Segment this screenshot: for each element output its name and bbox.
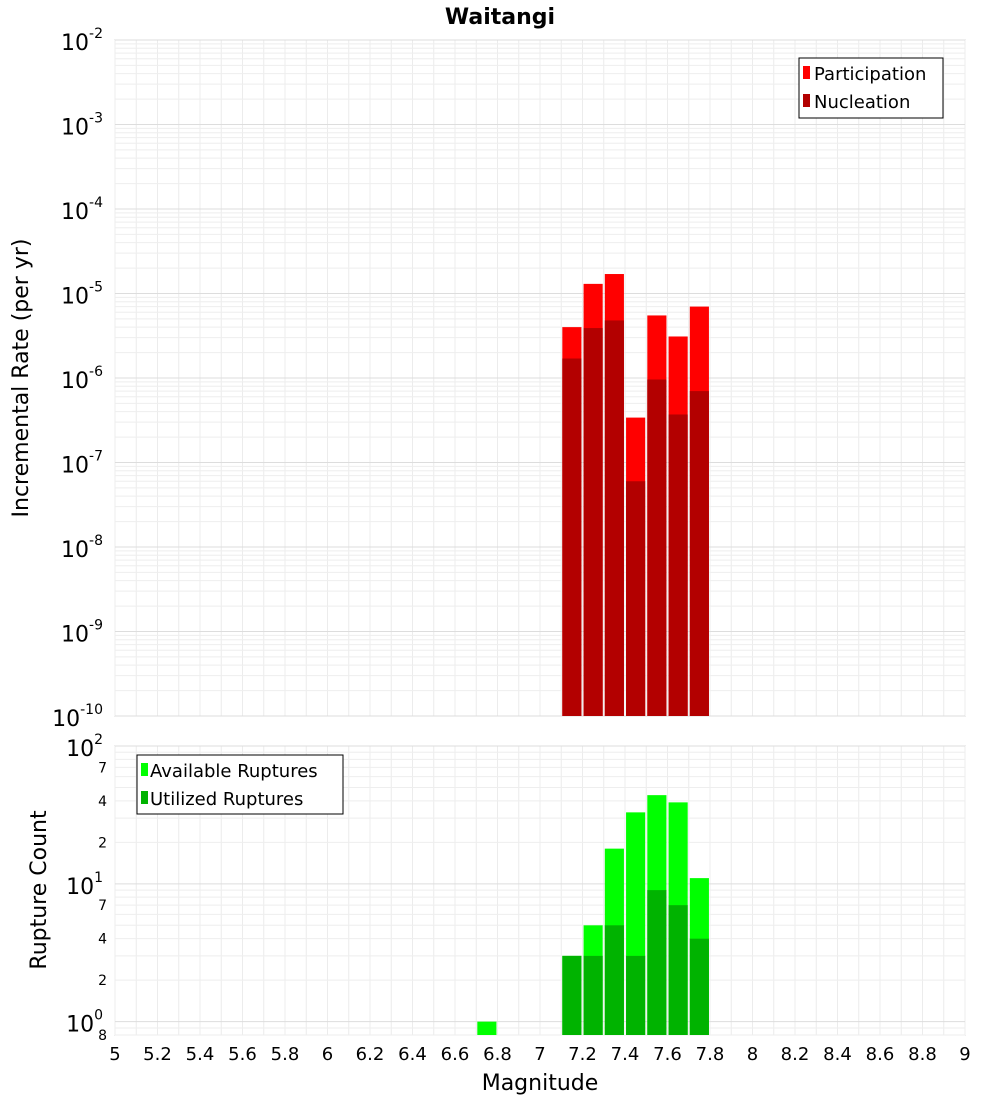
y-minor-tick-label: 4 — [98, 932, 107, 948]
x-axis-label: Magnitude — [482, 1071, 599, 1096]
x-tick-label: 5.8 — [271, 1044, 300, 1065]
top-bar-b — [583, 328, 603, 716]
top-legend: Participation Nucleation — [798, 57, 944, 119]
y-tick-label: 10-9 — [61, 618, 103, 648]
y-tick-label: 101 — [66, 870, 103, 900]
x-tick-label: 6 — [322, 1044, 333, 1065]
top-bar-b — [647, 379, 667, 716]
y-tick-label: 10-6 — [61, 364, 103, 394]
bottom-legend-box — [136, 754, 344, 815]
x-tick-label: 8.6 — [866, 1044, 895, 1065]
bottom-bar-b — [562, 955, 582, 1035]
legend-swatch-nucleation — [803, 94, 810, 107]
top-bar-b — [689, 391, 709, 716]
y-tick-label: 100 — [66, 1008, 103, 1038]
y-minor-tick-label: 8 — [98, 1028, 107, 1044]
bottom-bar-b — [604, 925, 624, 1035]
x-tick-label: 8.8 — [908, 1044, 937, 1065]
bottom-bar-b — [647, 890, 667, 1035]
x-tick-label: 8 — [747, 1044, 758, 1065]
x-tick-label: 6.8 — [483, 1044, 512, 1065]
y-minor-tick-label: 4 — [98, 794, 107, 810]
x-tick-label: 5 — [109, 1044, 120, 1065]
x-tick-label: 6.2 — [356, 1044, 385, 1065]
top-y-ticks: 10-2 10-3 10-4 10-5 10-6 10-7 10-8 10-9 10-10 — [52, 26, 103, 732]
bottom-bars — [477, 795, 709, 1035]
bottom-bar-b — [626, 955, 646, 1035]
top-bar-b — [626, 481, 646, 716]
x-tick-label: 8.2 — [781, 1044, 810, 1065]
legend-swatch-available — [141, 763, 148, 776]
y-minor-tick-label: 2 — [98, 973, 107, 989]
x-tick-label: 5.2 — [143, 1044, 172, 1065]
top-panel: 10-2 10-3 10-4 10-5 10-6 10-7 10-8 10-9 10-10 In… — [9, 26, 966, 732]
x-tick-label: 6.6 — [441, 1044, 470, 1065]
legend-label-available: Available Ruptures — [150, 761, 318, 782]
y-tick-label: 10-2 — [61, 26, 103, 56]
y-tick-label: 102 — [66, 732, 103, 762]
bottom-y-ticks: 102 101 100 7 4 2 7 4 2 8 — [66, 732, 107, 1044]
bottom-bar-b — [689, 938, 709, 1035]
legend-swatch-participation — [803, 66, 810, 79]
chart-title: Waitangi — [445, 5, 555, 30]
top-bar-b — [604, 320, 624, 716]
y-tick-label: 10-10 — [52, 702, 103, 732]
x-tick-label: 7.4 — [611, 1044, 640, 1065]
top-legend-box — [798, 57, 944, 119]
legend-label-utilized: Utilized Ruptures — [150, 789, 303, 810]
y-minor-tick-label: 7 — [98, 760, 107, 776]
y-minor-tick-label: 2 — [98, 835, 107, 851]
bottom-bar-b — [583, 955, 603, 1035]
bottom-bar-b — [668, 905, 688, 1035]
x-tick-label: 5.6 — [228, 1044, 257, 1065]
legend-swatch-utilized — [141, 791, 148, 804]
x-tick-label: 6.4 — [398, 1044, 427, 1065]
top-bars — [562, 274, 709, 716]
x-tick-label: 5.4 — [186, 1044, 215, 1065]
bottom-bar-a — [477, 1021, 497, 1035]
top-bar-b — [562, 358, 582, 716]
x-ticks: 5 5.2 5.4 5.6 5.8 6 6.2 6.4 6.6 6.8 7 7.2 7.4 7.6 7.8 8… — [109, 1044, 970, 1065]
top-y-axis-label: Incremental Rate (per yr) — [9, 239, 34, 518]
y-tick-label: 10-3 — [61, 111, 103, 141]
y-tick-label: 10-4 — [61, 195, 103, 225]
x-tick-label: 7.2 — [568, 1044, 597, 1065]
bottom-panel: 102 101 100 7 4 2 7 4 2 8 Rupture Count Available… — [27, 732, 966, 1044]
bottom-y-axis-label: Rupture Count — [27, 810, 52, 970]
x-tick-label: 7.8 — [696, 1044, 725, 1065]
x-tick-label: 8.4 — [823, 1044, 852, 1065]
y-tick-label: 10-8 — [61, 533, 103, 563]
y-tick-label: 10-7 — [61, 449, 103, 479]
x-tick-label: 9 — [959, 1044, 970, 1065]
legend-label-nucleation: Nucleation — [814, 92, 910, 113]
x-tick-label: 7.6 — [653, 1044, 682, 1065]
top-gridlines — [114, 39, 966, 717]
bottom-legend: Available Ruptures Utilized Ruptures — [136, 754, 344, 815]
y-tick-label: 10-5 — [61, 280, 103, 310]
bottom-gridlines — [114, 745, 966, 1036]
legend-label-participation: Participation — [814, 64, 926, 85]
y-minor-tick-label: 7 — [98, 898, 107, 914]
x-tick-label: 7 — [534, 1044, 545, 1065]
top-bar-b — [668, 414, 688, 716]
